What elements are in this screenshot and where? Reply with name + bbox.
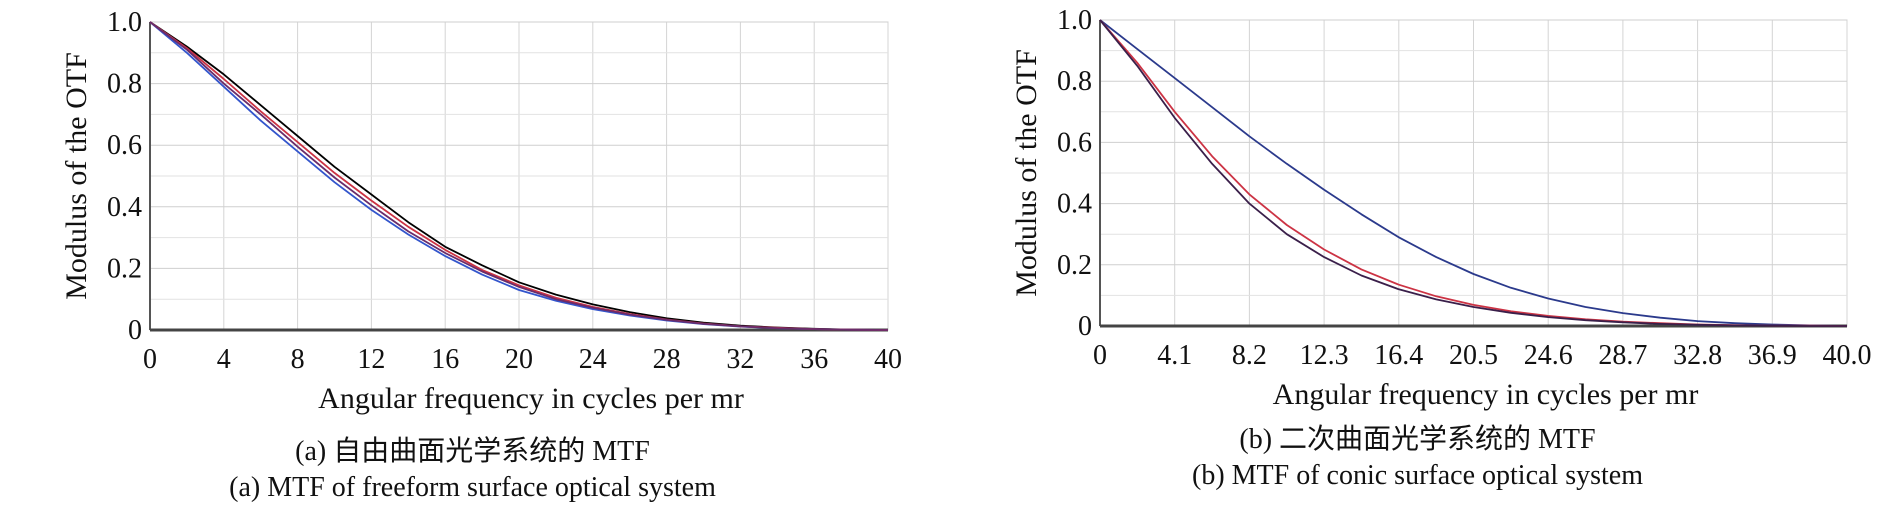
y-tick-label: 0.6 xyxy=(1057,127,1092,158)
x-tick-label: 32 xyxy=(726,344,754,375)
series-line-3 xyxy=(1099,19,1847,327)
x-tick-label: 28.7 xyxy=(1598,340,1647,371)
x-tick-label: 12 xyxy=(357,344,385,375)
x-axis-label: Angular frequency in cycles per mr xyxy=(1273,378,1699,411)
x-tick-label: 16.4 xyxy=(1374,340,1423,371)
x-tick-label: 20.5 xyxy=(1449,340,1498,371)
x-axis-label: Angular frequency in cycles per mr xyxy=(318,382,744,415)
x-tick-label: 40 xyxy=(874,344,902,375)
x-tick-label: 24 xyxy=(579,344,607,375)
x-tick-label: 0 xyxy=(1093,340,1107,371)
caption-b-en: (b) MTF of conic surface optical system xyxy=(1192,460,1643,491)
y-tick-label: 1.0 xyxy=(1057,5,1092,36)
x-tick-label: 4.1 xyxy=(1157,340,1192,371)
y-tick-label: 1.0 xyxy=(107,7,142,38)
x-tick-label: 28 xyxy=(653,344,681,375)
caption-b-cn: (b) 二次曲面光学系统的 MTF xyxy=(1239,424,1596,455)
x-tick-label: 16 xyxy=(431,344,459,375)
x-tick-label: 24.6 xyxy=(1524,340,1573,371)
y-axis-label: Modulus of the OTF xyxy=(1010,49,1043,297)
y-tick-label: 0.2 xyxy=(107,253,142,284)
x-tick-label: 20 xyxy=(505,344,533,375)
y-tick-label: 0.8 xyxy=(107,69,142,100)
panel-a: 0 4 8 12 16 20 24 28 32 36 40 0 0.2 0.4 0.6 0.8 1.0 Angul… xyxy=(60,7,902,503)
panel-b: 0 4.1 8.2 12.3 16.4 20.5 24.6 28.7 32.8 36.9 40.0 0… xyxy=(945,0,1890,513)
caption-a-cn: (a) 自由曲面光学系统的 MTF xyxy=(295,436,650,467)
y-axis-label: Modulus of the OTF xyxy=(60,52,93,300)
x-tick-label: 8 xyxy=(291,344,305,375)
x-tick-label: 32.8 xyxy=(1673,340,1722,371)
series-line-4 xyxy=(149,21,889,331)
x-tick-label: 8.2 xyxy=(1232,340,1267,371)
y-tick-label: 0 xyxy=(1078,311,1092,342)
y-tick-label: 0.4 xyxy=(1057,189,1092,220)
y-tick-label: 0 xyxy=(128,315,142,346)
x-tick-label: 36 xyxy=(800,344,828,375)
x-tick-label: 36.9 xyxy=(1748,340,1797,371)
x-tick-label: 0 xyxy=(143,344,157,375)
series-line-1 xyxy=(1099,19,1848,327)
y-tick-label: 0.4 xyxy=(107,192,142,223)
x-tick-label: 4 xyxy=(217,344,231,375)
y-tick-label: 0.6 xyxy=(107,130,142,161)
mtf-chart-freeform: 0 4 8 12 16 20 24 28 32 36 40 0 0.2 0.4 0.6 0.8 1.0 Angul… xyxy=(60,7,902,415)
x-tick-label: 40.0 xyxy=(1823,340,1872,371)
x-tick-label: 12.3 xyxy=(1300,340,1349,371)
y-tick-label: 0.2 xyxy=(1057,250,1092,281)
mtf-chart-conic: 0 4.1 8.2 12.3 16.4 20.5 24.6 28.7 32.8 36.9 40.0 0… xyxy=(1010,5,1872,411)
y-tick-label: 0.8 xyxy=(1057,66,1092,97)
caption-a-en: (a) MTF of freeform surface optical syst… xyxy=(229,472,716,503)
